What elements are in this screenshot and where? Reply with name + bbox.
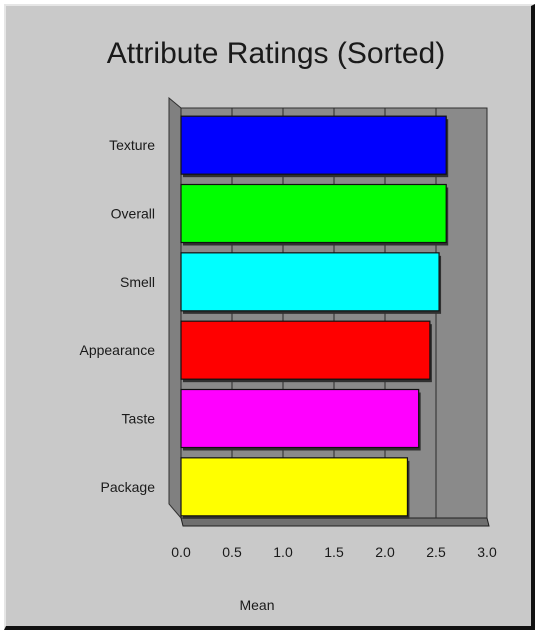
bars bbox=[180, 115, 449, 519]
plot-side-wall bbox=[168, 96, 182, 520]
x-tick-label: 1.5 bbox=[324, 544, 344, 560]
x-tick-label: 2.5 bbox=[426, 544, 446, 560]
category-label: Smell bbox=[120, 274, 155, 290]
bar-texture bbox=[180, 115, 447, 175]
bar-package bbox=[180, 457, 409, 517]
plot-floor bbox=[180, 517, 490, 527]
category-label: Texture bbox=[109, 137, 155, 153]
chart-title: Attribute Ratings (Sorted) bbox=[107, 37, 445, 70]
category-labels: Texture Overall Smell Appearance Taste Packag… bbox=[79, 137, 155, 495]
x-tick-label: 3.0 bbox=[477, 544, 497, 560]
x-tick-labels: 0.0 0.5 1.0 1.5 2.0 2.5 3.0 bbox=[171, 544, 497, 560]
x-tick-label: 0.5 bbox=[222, 544, 242, 560]
category-label: Package bbox=[101, 479, 156, 495]
bar-smell bbox=[180, 252, 440, 312]
x-tick-label: 0.0 bbox=[171, 544, 191, 560]
x-tick-label: 2.0 bbox=[375, 544, 395, 560]
bar-overall bbox=[180, 183, 447, 244]
category-label: Appearance bbox=[79, 342, 155, 358]
bar-appearance bbox=[180, 320, 431, 380]
x-axis-label: Mean bbox=[239, 597, 274, 613]
x-tick-label: 1.0 bbox=[273, 544, 293, 560]
bar-taste bbox=[180, 388, 420, 449]
category-label: Taste bbox=[122, 411, 156, 427]
category-label: Overall bbox=[111, 206, 155, 222]
